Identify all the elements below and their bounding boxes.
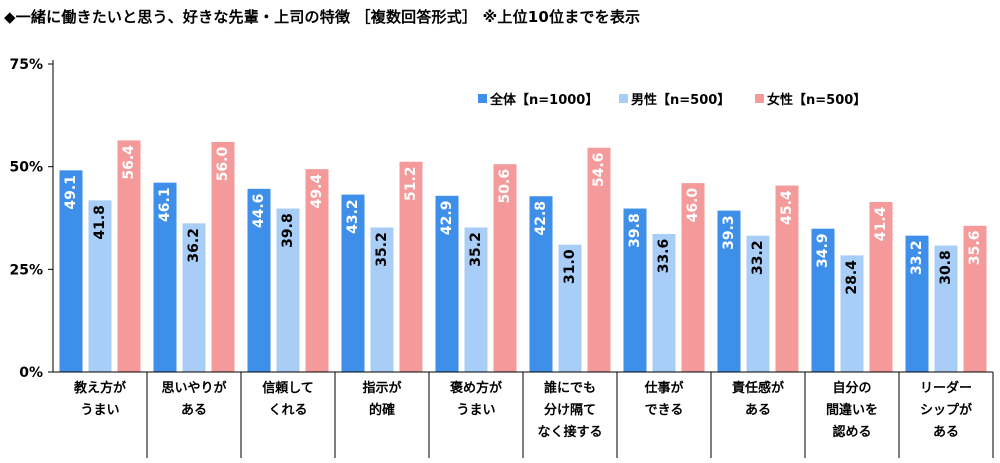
data-label: 31.0 — [562, 249, 578, 284]
data-label: 50.6 — [497, 169, 513, 204]
legend-label: 男性【n=500】 — [631, 92, 730, 108]
data-label: 33.2 — [909, 240, 925, 275]
y-tick-label: 75% — [9, 57, 43, 73]
chart-title: ◆一緒に働きたいと思う、好きな先輩・上司の特徴 ［複数回答形式］ ※上位10位ま… — [4, 8, 641, 26]
data-label: 49.4 — [309, 174, 325, 209]
bar — [934, 245, 958, 372]
category-label: リーダー — [920, 380, 972, 396]
bar — [399, 161, 423, 372]
bar — [840, 255, 864, 372]
data-label: 30.8 — [938, 250, 954, 285]
category-label: 分け隔て — [544, 402, 596, 418]
y-tick-label: 0% — [19, 365, 43, 381]
data-label: 42.9 — [439, 201, 455, 236]
bar — [652, 234, 676, 372]
data-label: 44.6 — [251, 194, 267, 229]
category-label: 信頼して — [262, 380, 314, 396]
bar — [341, 194, 365, 372]
bar — [59, 170, 83, 372]
bar — [963, 225, 987, 372]
data-label: 39.8 — [280, 213, 296, 248]
bar — [811, 228, 835, 372]
legend-label: 女性【n=500】 — [767, 92, 866, 108]
category-label: 責任感が — [732, 380, 784, 396]
bar — [869, 201, 893, 372]
category-label: 教え方が — [73, 380, 126, 396]
data-label: 35.6 — [967, 231, 983, 266]
data-label: 39.3 — [721, 215, 737, 250]
data-label: 34.9 — [815, 233, 831, 268]
bar — [182, 223, 206, 372]
bar — [558, 244, 582, 372]
legend-swatch — [619, 94, 628, 103]
data-label: 51.2 — [403, 166, 419, 201]
data-label: 36.2 — [186, 228, 202, 263]
bar — [905, 235, 929, 372]
legend-label: 全体【n=1000】 — [489, 92, 598, 108]
bar — [681, 183, 705, 372]
data-label: 42.8 — [533, 201, 549, 236]
category-label: 褒め方が — [449, 380, 502, 396]
bar — [88, 200, 112, 372]
category-label: ある — [933, 425, 959, 440]
bar — [746, 235, 770, 372]
category-label: 指示が — [362, 380, 401, 396]
bar — [435, 195, 459, 372]
bar — [117, 140, 141, 372]
data-label: 33.6 — [656, 239, 672, 274]
data-label: 35.2 — [468, 232, 484, 267]
category-label: 間違いを — [826, 402, 878, 418]
data-label: 33.2 — [750, 240, 766, 275]
category-label: 誰にでも — [544, 380, 596, 396]
bar — [493, 164, 517, 372]
data-label: 56.4 — [121, 145, 137, 180]
legend-swatch — [478, 94, 487, 103]
y-tick-label: 25% — [9, 262, 43, 278]
category-label: シップが — [920, 402, 972, 418]
category-label: できる — [645, 403, 684, 418]
legend-swatch — [755, 94, 764, 103]
data-label: 41.4 — [873, 206, 889, 241]
category-label: 認める — [832, 424, 871, 440]
bar — [276, 208, 300, 372]
data-label: 28.4 — [844, 260, 860, 295]
category-label: 的確 — [369, 402, 395, 418]
data-label: 46.0 — [685, 188, 701, 223]
bar — [623, 208, 647, 372]
bar — [775, 185, 799, 372]
data-label: 35.2 — [374, 232, 390, 267]
category-label: ある — [745, 403, 771, 418]
bar — [529, 196, 553, 372]
category-label: うまい — [80, 403, 119, 418]
category-label: ある — [181, 403, 207, 418]
category-label: なく接する — [537, 424, 602, 440]
bar — [717, 210, 741, 372]
bar — [247, 188, 271, 372]
data-label: 39.8 — [627, 213, 643, 248]
bar — [211, 142, 235, 372]
category-label: 仕事が — [643, 380, 683, 396]
data-label: 45.4 — [779, 190, 795, 225]
data-label: 49.1 — [63, 175, 79, 210]
bar — [464, 227, 488, 372]
y-tick-label: 50% — [9, 160, 43, 176]
data-label: 56.0 — [215, 146, 231, 181]
bar — [587, 147, 611, 372]
bar — [153, 182, 177, 372]
category-label: 自分の — [832, 380, 871, 396]
category-label: うまい — [456, 403, 495, 418]
bar — [370, 227, 394, 372]
category-label: 思いやりが — [161, 380, 226, 396]
data-label: 41.8 — [92, 205, 108, 240]
category-label: くれる — [268, 403, 307, 418]
data-label: 54.6 — [591, 153, 607, 188]
bar — [305, 169, 329, 372]
data-label: 46.1 — [157, 187, 173, 222]
data-label: 43.2 — [345, 199, 361, 234]
